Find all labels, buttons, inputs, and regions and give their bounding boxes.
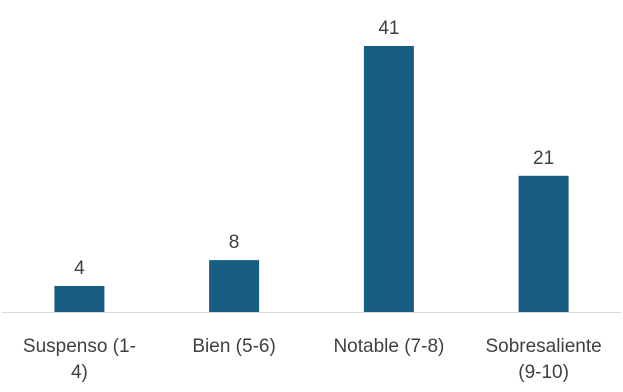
category-label-2-line-0: Notable (7-8): [333, 336, 444, 357]
category-label-0: Suspenso (1- 4): [23, 336, 136, 383]
category-label-3-line-0: Sobresaliente: [485, 336, 601, 357]
category-labels-group: Suspenso (1- 4) Bien (5-6) Notable (7-8) Sob…: [23, 336, 602, 383]
category-label-3: Sobresaliente (9-10): [485, 336, 601, 383]
bars-group: [54, 46, 569, 312]
category-label-1-line-0: Bien (5-6): [192, 336, 275, 357]
data-label-1: 8: [229, 232, 240, 253]
category-label-2: Notable (7-8): [333, 336, 444, 357]
category-label-1: Bien (5-6): [192, 336, 275, 357]
data-label-3: 21: [533, 148, 554, 169]
category-label-3-line-1: (9-10): [518, 362, 569, 383]
bar-0: [54, 286, 105, 312]
bar-3: [518, 175, 569, 312]
data-labels-group: 4 8 41 21: [74, 18, 554, 279]
data-label-2: 41: [378, 18, 399, 39]
data-label-0: 4: [74, 258, 85, 279]
category-label-0-line-1: 4): [71, 362, 88, 383]
category-label-0-line-0: Suspenso (1-: [23, 336, 136, 357]
bar-2: [363, 46, 414, 312]
bar-1: [209, 260, 260, 312]
